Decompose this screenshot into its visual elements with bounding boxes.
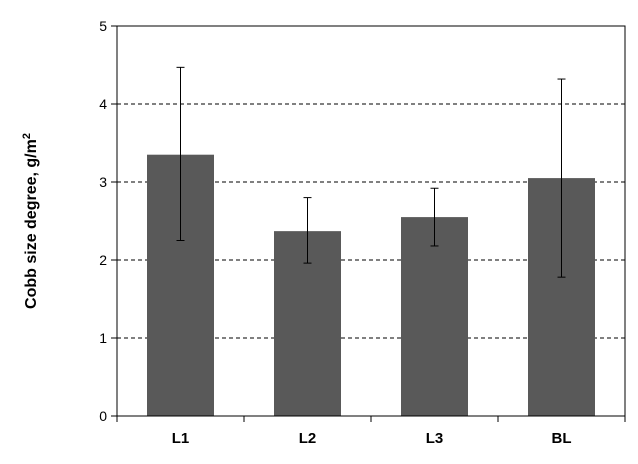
- y-axis-title: Cobb size degree, g/m2: [21, 133, 40, 309]
- x-category-label: L1: [172, 430, 190, 447]
- error-bars: [176, 66, 566, 278]
- y-tick-label: 5: [99, 18, 107, 34]
- y-tick-label: 4: [99, 96, 107, 112]
- y-tick-label: 3: [99, 174, 107, 190]
- x-category-label: BL: [552, 430, 572, 447]
- x-category-label: L2: [299, 430, 317, 447]
- y-axis-title-text: Cobb size degree, g/m: [23, 139, 40, 309]
- y-tick-label: 2: [99, 252, 107, 268]
- error-bar-bl: [557, 78, 566, 278]
- bar-l3: [401, 217, 468, 416]
- y-axis-ticks: 0 1 2 3 4 5: [99, 18, 117, 424]
- x-axis-ticks: L1 L2 L3 BL: [116, 416, 626, 447]
- bars: [147, 154, 595, 416]
- error-bar-l2: [303, 197, 312, 264]
- y-axis-title-superscript: 2: [21, 133, 33, 139]
- x-category-label: L3: [426, 430, 444, 447]
- y-tick-label: 0: [99, 408, 107, 424]
- y-tick-label: 1: [99, 330, 107, 346]
- error-bar-l3: [430, 187, 439, 247]
- error-bar-l1: [176, 66, 185, 241]
